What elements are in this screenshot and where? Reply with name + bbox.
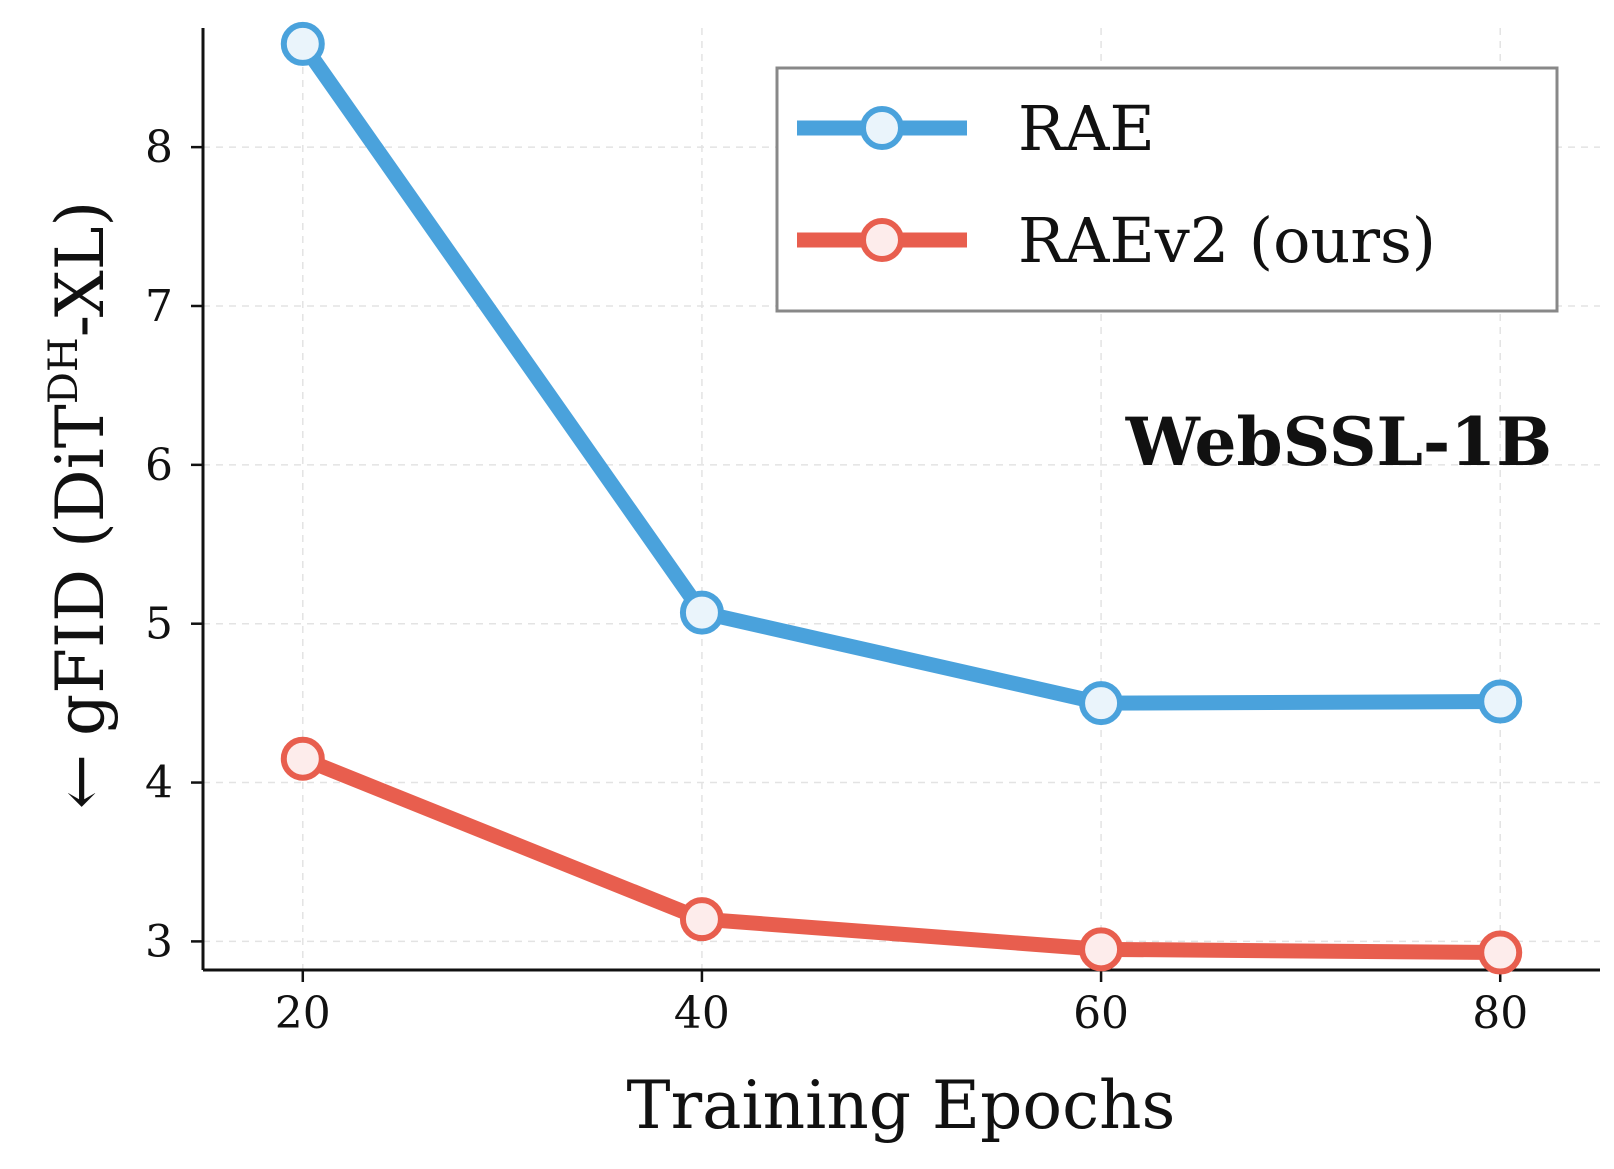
- y-tick-label: 5: [145, 599, 173, 650]
- y-axis-title: ← gFID (DiTDH-XL): [41, 201, 119, 810]
- legend-swatch-marker: [860, 218, 904, 262]
- y-tick-label: 4: [145, 758, 173, 809]
- x-tick-label: 60: [1073, 988, 1129, 1039]
- y-tick-label: 3: [145, 916, 173, 967]
- x-tick-label: 20: [275, 988, 331, 1039]
- y-axis-arrow: ←: [42, 754, 119, 809]
- data-point: [679, 590, 724, 635]
- data-point: [280, 736, 325, 781]
- y-tick-label: 7: [145, 281, 173, 332]
- legend-swatch-marker: [860, 106, 904, 150]
- y-tick-label: 6: [145, 440, 173, 491]
- y-ticks: 3 4 5 6 7 8: [145, 122, 203, 967]
- legend-item: RAE: [797, 92, 1155, 165]
- legend-box: [775, 66, 1559, 313]
- y-tick-label: 8: [145, 122, 173, 173]
- data-point: [1079, 681, 1124, 726]
- axes: [201, 28, 1600, 972]
- series-group: [280, 21, 1523, 975]
- data-point: [1079, 927, 1124, 972]
- legend-item: RAEv2 (ours): [797, 204, 1436, 277]
- series-line: [295, 751, 1508, 961]
- x-tick-label: 80: [1472, 988, 1528, 1039]
- x-axis-title: Training Epochs: [627, 1067, 1176, 1144]
- series-1: [280, 21, 1523, 726]
- data-point: [280, 21, 325, 66]
- y-axis-title-suffix: -XL): [42, 201, 119, 338]
- legend-label: RAE: [1018, 92, 1155, 165]
- data-point: [1478, 679, 1523, 724]
- data-point: [679, 897, 724, 942]
- series-line: [295, 36, 1508, 711]
- legend-label: RAEv2 (ours): [1018, 204, 1436, 277]
- x-ticks: 20 40 60 80: [275, 970, 1528, 1039]
- y-axis-title-prefix: gFID (DiT: [42, 404, 119, 736]
- legend: RAE RAEv2 (ours): [775, 66, 1559, 313]
- chart-annotation: WebSSL-1B: [1125, 403, 1552, 481]
- y-axis-title-superscript: DH: [41, 337, 87, 404]
- x-tick-label: 40: [674, 988, 730, 1039]
- data-point: [1478, 930, 1523, 975]
- series-2: [280, 736, 1523, 975]
